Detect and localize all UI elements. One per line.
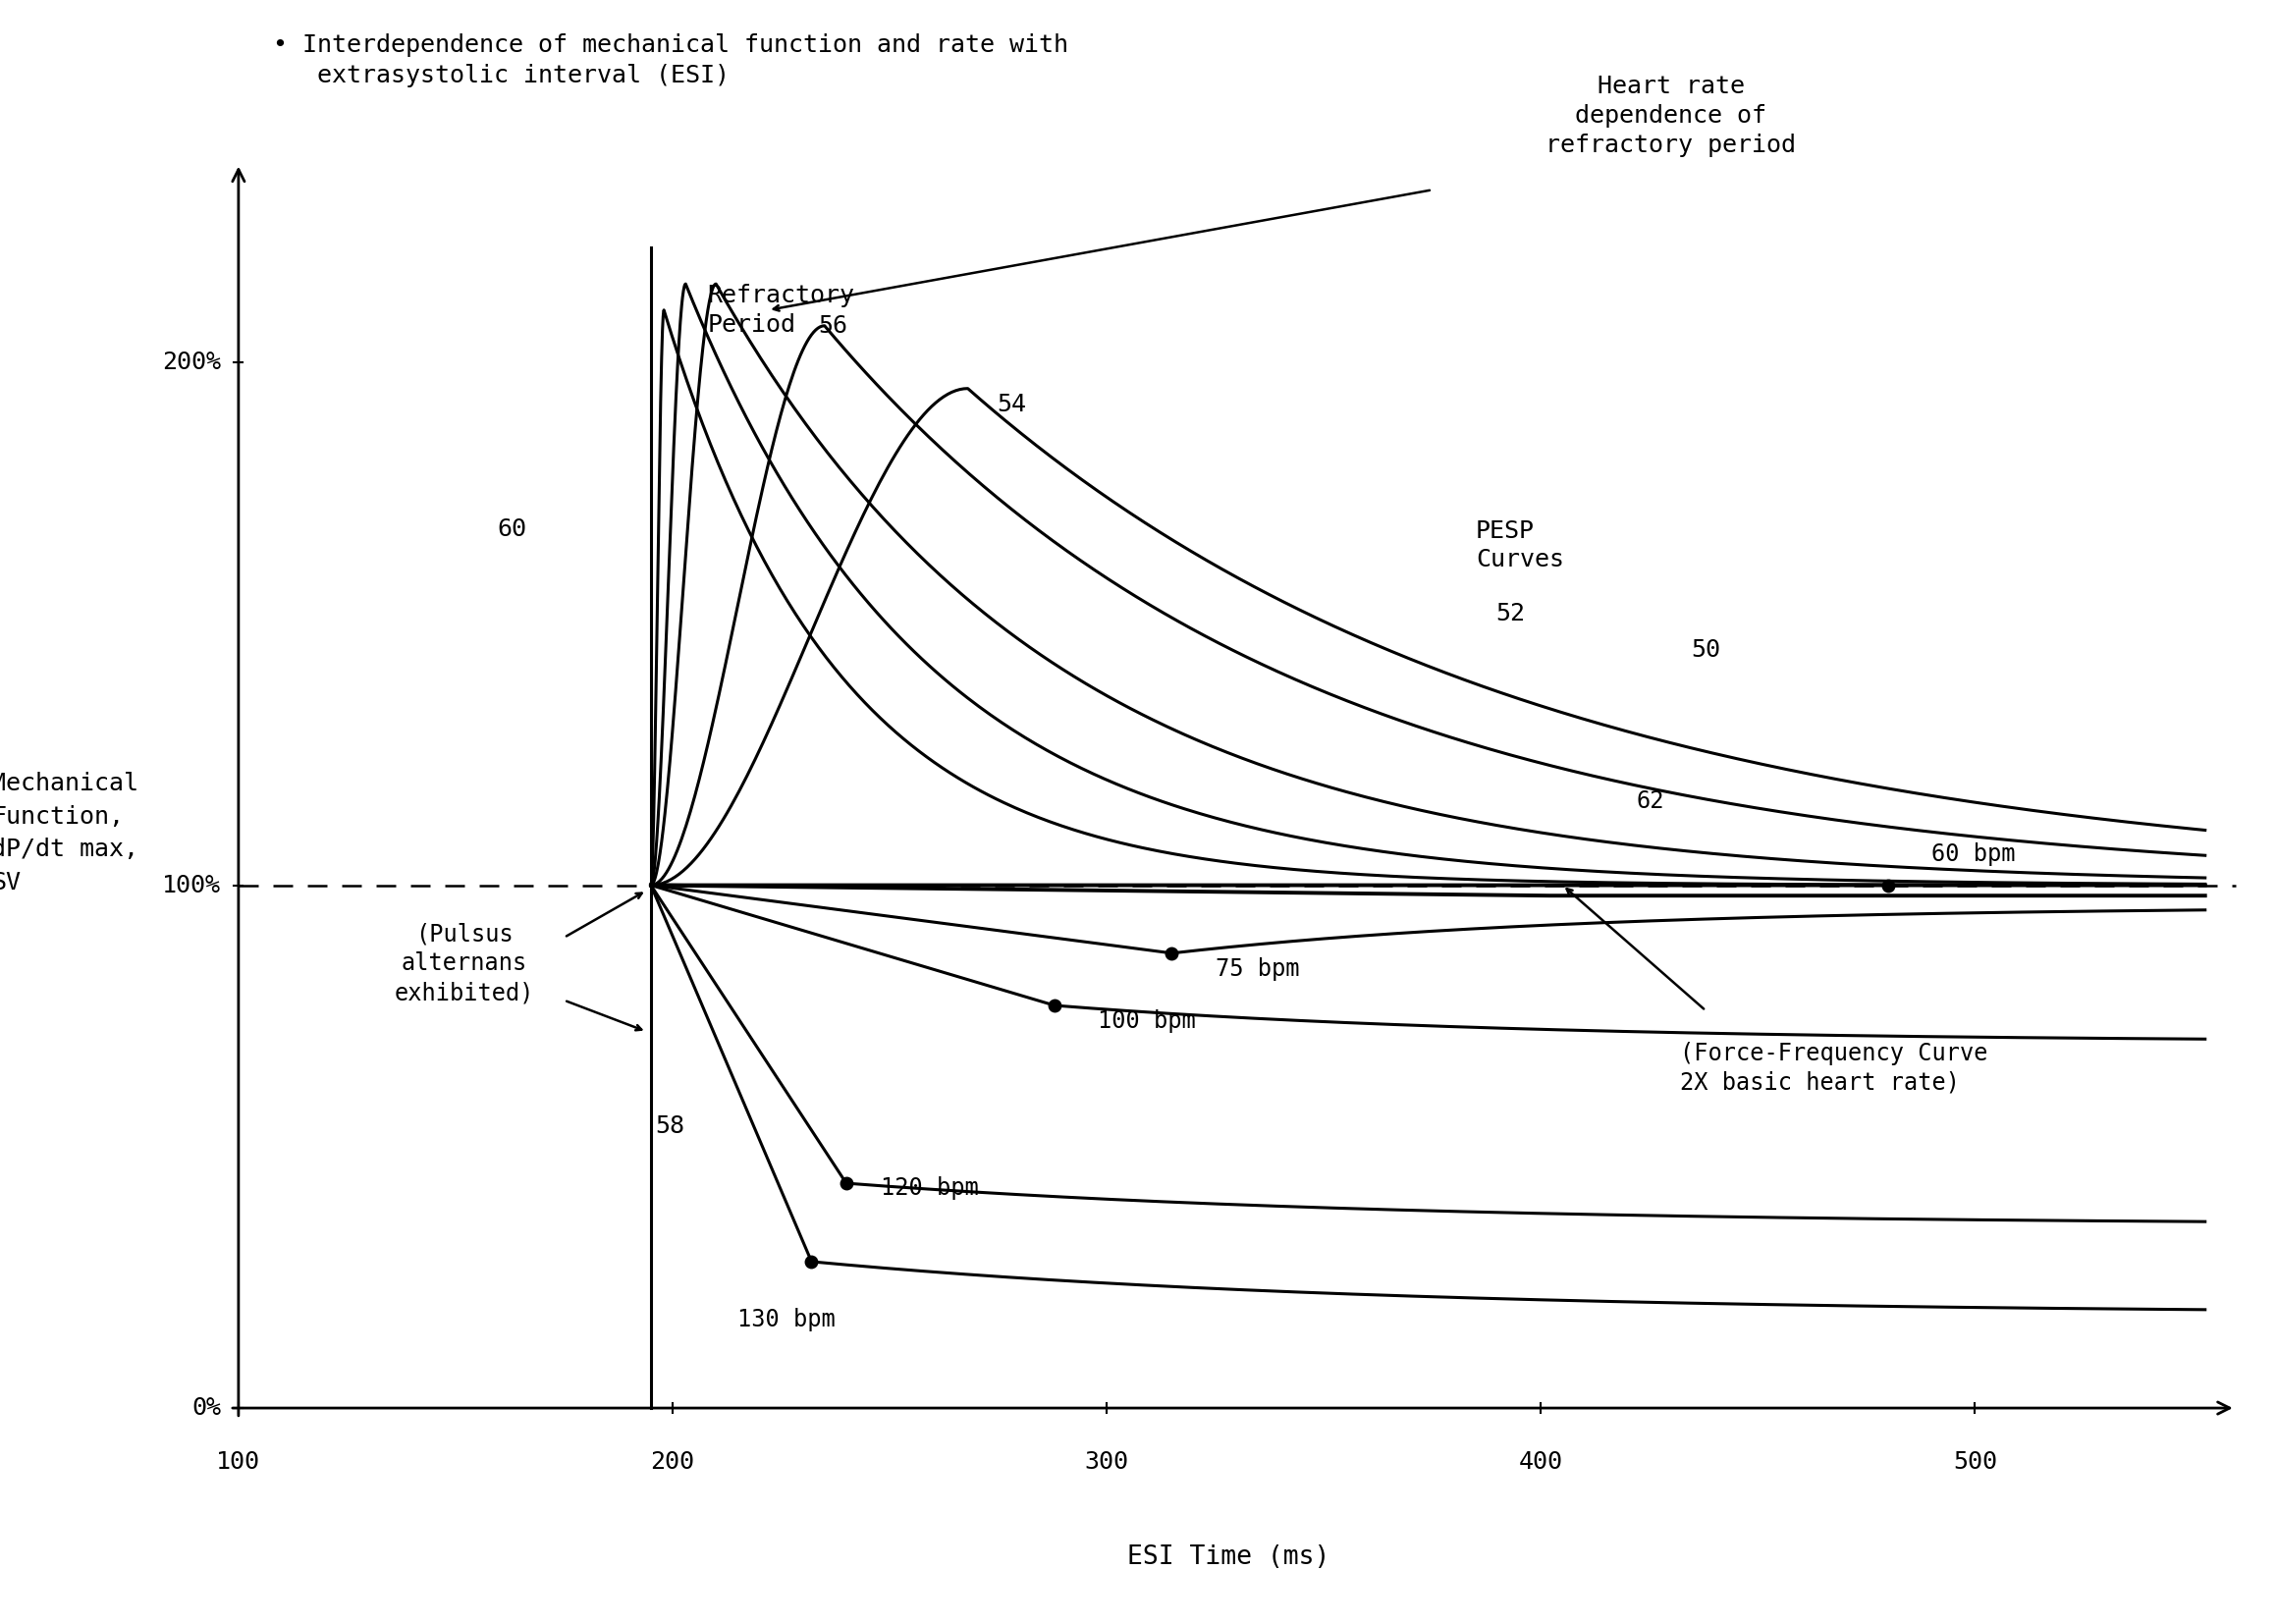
- Text: Mechanical
Function,
dP/dt max,
SV: Mechanical Function, dP/dt max, SV: [0, 771, 139, 895]
- Text: 52: 52: [1496, 601, 1526, 625]
- Text: 400: 400: [1519, 1450, 1562, 1473]
- Text: 60 bpm: 60 bpm: [1931, 843, 2015, 866]
- Text: 75 bpm: 75 bpm: [1216, 957, 1300, 981]
- Text: 130 bpm: 130 bpm: [738, 1307, 836, 1332]
- Text: 58: 58: [656, 1114, 685, 1137]
- Text: 0%: 0%: [191, 1397, 221, 1419]
- Text: Heart rate
dependence of
refractory period: Heart rate dependence of refractory peri…: [1546, 75, 1797, 156]
- Text: 300: 300: [1084, 1450, 1129, 1473]
- Text: 500: 500: [1954, 1450, 1997, 1473]
- Text: 100 bpm: 100 bpm: [1098, 1010, 1195, 1033]
- Text: 100: 100: [216, 1450, 260, 1473]
- Text: 100%: 100%: [162, 874, 221, 896]
- Text: 50: 50: [1692, 638, 1721, 661]
- Text: PESP
Curves: PESP Curves: [1475, 520, 1564, 572]
- Text: 54: 54: [997, 393, 1027, 416]
- Text: • Interdependence of mechanical function and rate with
   extrasystolic interval: • Interdependence of mechanical function…: [273, 32, 1068, 88]
- Text: 200: 200: [651, 1450, 694, 1473]
- Text: 200%: 200%: [162, 351, 221, 374]
- Text: 60: 60: [496, 518, 526, 541]
- Text: 62: 62: [1637, 789, 1664, 814]
- Text: (Pulsus
alternans
exhibited): (Pulsus alternans exhibited): [394, 922, 535, 1005]
- Text: 56: 56: [817, 313, 847, 338]
- Text: 120 bpm: 120 bpm: [881, 1177, 979, 1200]
- Text: ESI Time (ms): ESI Time (ms): [1127, 1544, 1330, 1569]
- Text: (Force-Frequency Curve
2X basic heart rate): (Force-Frequency Curve 2X basic heart ra…: [1680, 1043, 1988, 1095]
- Text: Refractory
Period: Refractory Period: [708, 284, 854, 336]
